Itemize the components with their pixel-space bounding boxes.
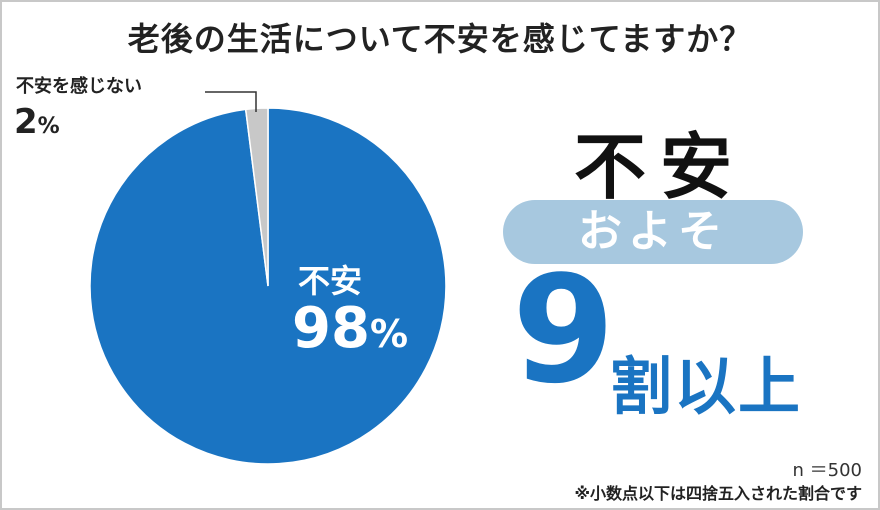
sample-size: n ＝500	[792, 460, 863, 481]
rounding-note: ※小数点以下は四捨五入された割合です	[574, 484, 862, 503]
headline-number: 9	[512, 244, 615, 416]
leader-line	[205, 91, 257, 112]
pie-slice-no-unease	[244, 107, 269, 287]
headline-suffix: 割以上	[610, 350, 803, 423]
slice-value-no-unease: 2%	[14, 102, 60, 142]
slice-value-unease: 98%	[292, 296, 409, 361]
slice-label-unease: 不安	[298, 262, 363, 300]
headline-pill: およそ	[503, 200, 803, 264]
chart-title: 老後の生活について不安を感じてますか？	[127, 20, 753, 58]
headline-word: 不安	[573, 125, 746, 209]
slice-label-no-unease: 不安を感じない	[16, 76, 142, 97]
